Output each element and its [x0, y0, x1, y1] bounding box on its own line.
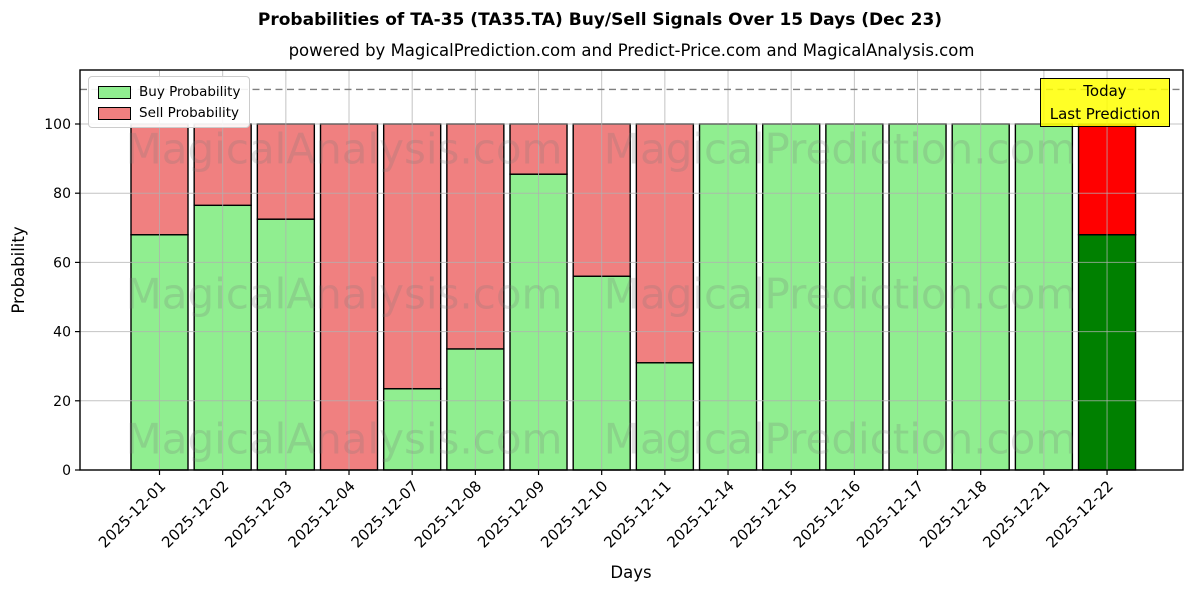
plot-border	[79, 69, 1184, 471]
x-tick-label: 2025-12-01	[95, 477, 169, 551]
watermark-text: MagicalAnalysis.com	[126, 270, 563, 319]
chart-subtitle: powered by MagicalPrediction.com and Pre…	[288, 41, 975, 60]
x-tick-label: 2025-12-09	[474, 477, 548, 551]
y-tick-label: 100	[44, 117, 71, 133]
legend: Buy Probability Sell Probability	[88, 76, 250, 128]
today-annotation-line1: Today	[1083, 82, 1127, 100]
legend-item-buy: Buy Probability	[98, 84, 241, 100]
x-tick-label: 2025-12-08	[411, 477, 485, 551]
watermark-text: MagicalPrediction.com	[604, 415, 1077, 464]
x-tick-label: 2025-12-03	[221, 477, 295, 551]
x-tick-label: 2025-12-15	[727, 477, 801, 551]
x-tick-label: 2025-12-16	[790, 477, 864, 551]
y-axis-label: Probability	[9, 226, 28, 313]
chart-title: Probabilities of TA-35 (TA35.TA) Buy/Sel…	[257, 10, 943, 30]
y-tick-label: 20	[53, 394, 71, 410]
x-tick-label: 2025-12-18	[916, 477, 990, 551]
x-tick-label: 2025-12-11	[600, 477, 674, 551]
watermark-text: MagicalAnalysis.com	[126, 415, 563, 464]
legend-sell-label: Sell Probability	[139, 105, 240, 121]
today-annotation-line2: Last Prediction	[1049, 104, 1161, 123]
x-tick-label: 2025-12-02	[158, 477, 232, 551]
x-tick-label: 2025-12-14	[663, 477, 737, 551]
x-tick-label: 2025-12-17	[853, 477, 927, 551]
legend-item-sell: Sell Probability	[98, 105, 239, 121]
watermark-group: MagicalAnalysis.com MagicalPrediction.com…	[126, 125, 1077, 464]
today-annotation: Today Last Prediction	[1040, 78, 1170, 127]
watermark-text: MagicalPrediction.com	[604, 125, 1077, 174]
sell-swatch-icon	[98, 106, 131, 120]
x-tick-label: 2025-12-07	[348, 477, 422, 551]
y-tick-label: 60	[53, 255, 71, 271]
ticks-group	[75, 123, 1108, 475]
watermark-text: MagicalPrediction.com	[604, 270, 1077, 319]
x-tick-label: 2025-12-22	[1042, 477, 1116, 551]
x-axis-label: Days	[610, 563, 651, 582]
y-tick-label: 80	[53, 186, 71, 202]
x-tick-label: 2025-12-04	[284, 477, 358, 551]
y-tick-label: 0	[62, 463, 71, 479]
x-tick-label: 2025-12-21	[979, 477, 1053, 551]
x-tick-label: 2025-12-10	[537, 477, 611, 551]
legend-buy-label: Buy Probability	[139, 84, 241, 100]
y-tick-label: 40	[53, 325, 71, 341]
buy-swatch-icon	[98, 85, 131, 99]
watermark-text: MagicalAnalysis.com	[126, 125, 563, 174]
